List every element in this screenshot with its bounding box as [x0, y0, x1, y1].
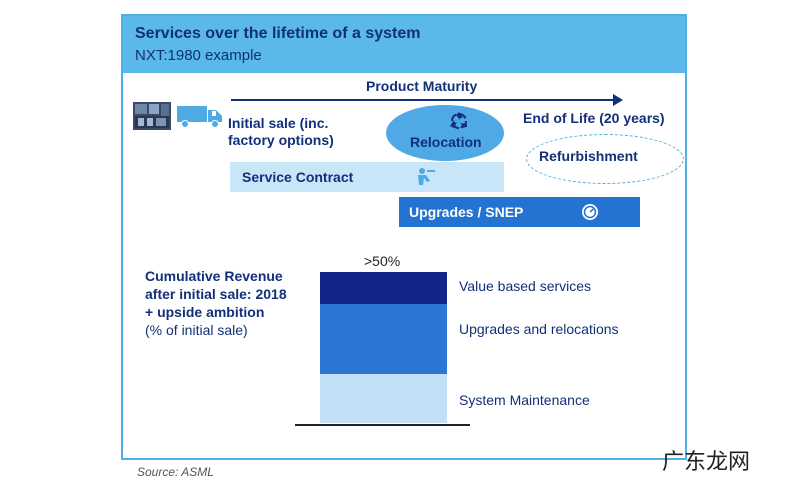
cumulative-revenue-unit-note: (% of initial sale)	[145, 322, 248, 338]
value-based-services-label: Value based services	[459, 278, 592, 294]
service-contract-bar: Service Contract	[230, 162, 504, 192]
truck-icon	[177, 106, 222, 128]
relocation-ellipse	[386, 105, 504, 161]
page-subtitle: NXT:1980 example	[135, 47, 262, 64]
stack-baseline	[295, 424, 470, 426]
upgrades-snep-bar: Upgrades / SNEP	[399, 197, 640, 227]
upgrades-relocations-label: Upgrades and relocations	[459, 321, 619, 337]
system-maintenance-label: System Maintenance	[459, 392, 590, 408]
main-frame: Services over the lifetime of a system N…	[121, 14, 687, 460]
worker-icon	[418, 168, 435, 185]
upgrades-snep-label: Upgrades / SNEP	[409, 204, 524, 220]
cumulative-revenue-description: Cumulative Revenue after initial sale: 2…	[145, 268, 287, 320]
watermark: 广东龙网	[662, 450, 751, 475]
refurbishment-label: Refurbishment	[539, 148, 638, 164]
refurbishment-ellipse	[526, 134, 684, 184]
recycle-icon	[450, 112, 467, 129]
relocation-label: Relocation	[410, 134, 482, 150]
stack-top-label: >50%	[364, 253, 401, 269]
service-contract-label: Service Contract	[242, 169, 354, 185]
gauge-icon	[582, 204, 598, 220]
header-bar: Services over the lifetime of a system N…	[123, 16, 685, 73]
maturity-arrow-head	[613, 94, 623, 106]
lithography-machine-icon	[133, 102, 171, 130]
end-of-life-label: End of Life (20 years)	[523, 110, 665, 126]
upgrades-segment	[320, 304, 447, 374]
value-based-segment	[320, 272, 447, 304]
initial-sale-label: Initial sale (inc. factory options)	[228, 115, 334, 148]
cumulative-revenue-text: Cumulative Revenue after initial sale: 2…	[145, 267, 295, 339]
maturity-arrow-line	[231, 99, 617, 101]
product-maturity-label: Product Maturity	[366, 78, 478, 94]
source-caption: Source: ASML	[137, 465, 214, 479]
page-title: Services over the lifetime of a system	[135, 25, 421, 42]
maintenance-segment	[320, 374, 447, 423]
